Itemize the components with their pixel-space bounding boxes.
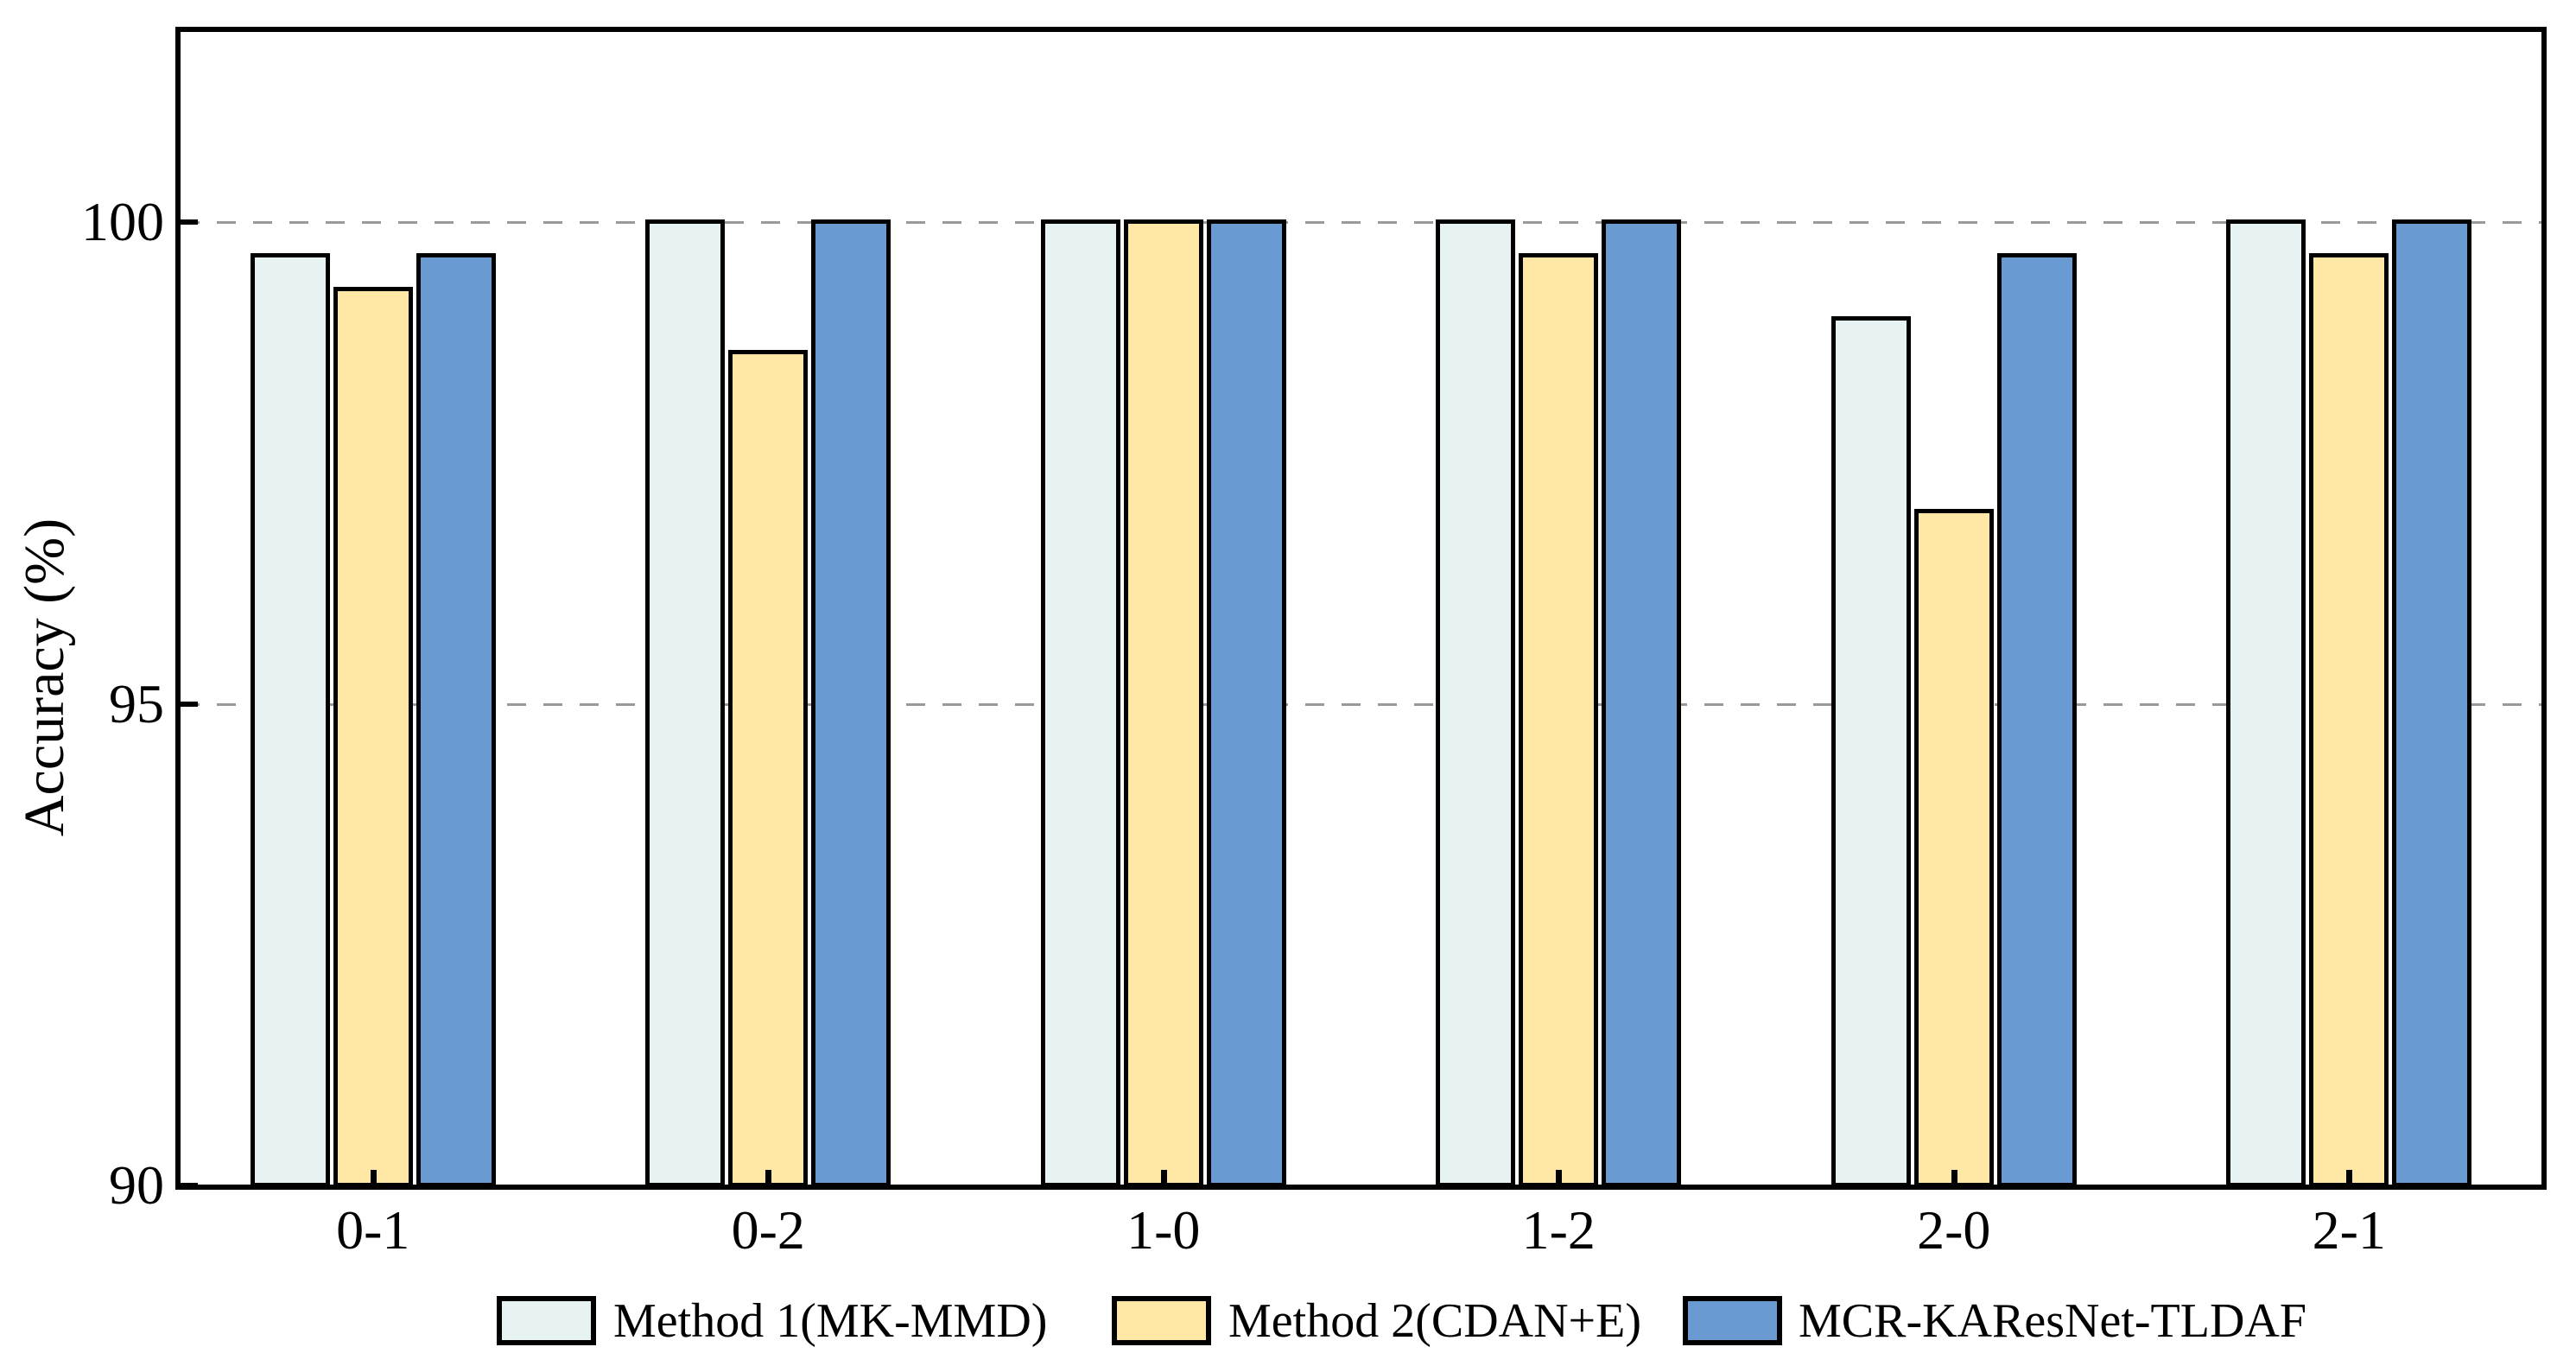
bar-MCR-KAResNet-TLDAF-1-2 bbox=[1602, 219, 1682, 1187]
bar-MCR-KAResNet-TLDAF-0-2 bbox=[811, 219, 891, 1187]
bar-Method 2(CDAN+E)-0-2 bbox=[728, 349, 809, 1187]
bar-Method 1(MK-MMD)-2-0 bbox=[1830, 315, 1911, 1187]
bar-MCR-KAResNet-TLDAF-2-0 bbox=[1996, 253, 2077, 1187]
gridline-95 bbox=[181, 702, 2541, 706]
plot-area-border bbox=[175, 27, 2547, 1190]
legend-swatch-method2 bbox=[1112, 1296, 1211, 1345]
bar-Method 1(MK-MMD)-0-2 bbox=[645, 219, 726, 1187]
y-tick-label-90: 90 bbox=[109, 1154, 164, 1216]
gridline-100 bbox=[181, 221, 2541, 224]
legend-swatch-method1 bbox=[497, 1296, 596, 1345]
x-tick-1-0 bbox=[1160, 1170, 1167, 1184]
y-tick-95 bbox=[181, 701, 198, 707]
bar-Method 1(MK-MMD)-1-0 bbox=[1040, 219, 1120, 1187]
x-tick-0-2 bbox=[765, 1170, 772, 1184]
x-tick-label-1-0: 1-0 bbox=[1126, 1199, 1201, 1261]
y-tick-label-100: 100 bbox=[81, 191, 164, 252]
x-tick-0-1 bbox=[370, 1170, 377, 1184]
bar-MCR-KAResNet-TLDAF-0-1 bbox=[416, 253, 496, 1187]
bar-MCR-KAResNet-TLDAF-1-0 bbox=[1206, 219, 1286, 1187]
x-tick-label-0-2: 0-2 bbox=[731, 1199, 805, 1261]
x-tick-2-0 bbox=[1951, 1170, 1957, 1184]
bar-MCR-KAResNet-TLDAF-2-1 bbox=[2392, 219, 2472, 1187]
y-tick-90 bbox=[181, 1183, 198, 1188]
x-tick-1-2 bbox=[1556, 1170, 1563, 1184]
legend-label-mcr: MCR-KAResNet-TLDAF bbox=[1799, 1294, 2306, 1348]
legend-swatch-mcr bbox=[1683, 1296, 1782, 1345]
bar-Method 1(MK-MMD)-0-1 bbox=[250, 253, 330, 1187]
bar-Method 2(CDAN+E)-2-1 bbox=[2309, 253, 2389, 1187]
x-tick-label-2-1: 2-1 bbox=[2312, 1199, 2386, 1261]
bar-Method 2(CDAN+E)-1-0 bbox=[1123, 219, 1203, 1187]
x-tick-label-2-0: 2-0 bbox=[1917, 1199, 1991, 1261]
y-axis-title: Accuracy (%) bbox=[13, 518, 76, 837]
bar-Method 1(MK-MMD)-1-2 bbox=[1436, 219, 1516, 1187]
x-tick-label-1-2: 1-2 bbox=[1521, 1199, 1596, 1261]
y-tick-label-95: 95 bbox=[109, 672, 164, 734]
bar-Method 2(CDAN+E)-0-1 bbox=[333, 287, 413, 1187]
y-tick-100 bbox=[181, 219, 198, 225]
bar-Method 2(CDAN+E)-2-0 bbox=[1913, 508, 1994, 1187]
legend-label-method1: Method 1(MK-MMD) bbox=[613, 1294, 1048, 1348]
legend-label-method2: Method 2(CDAN+E) bbox=[1228, 1294, 1641, 1348]
x-tick-2-1 bbox=[2346, 1170, 2353, 1184]
bar-Method 1(MK-MMD)-2-1 bbox=[2226, 219, 2306, 1187]
bar-Method 2(CDAN+E)-1-2 bbox=[1519, 253, 1599, 1187]
x-tick-label-0-1: 0-1 bbox=[336, 1199, 410, 1261]
